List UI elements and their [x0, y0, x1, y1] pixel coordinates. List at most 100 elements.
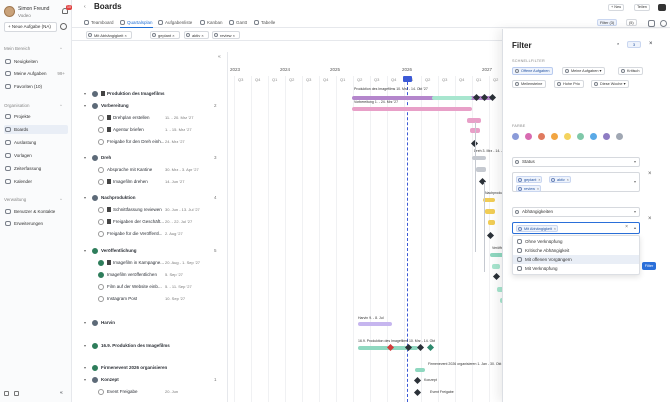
section-mein-bereich[interactable]: Mein Bereich ^	[4, 46, 62, 51]
filter-chip-review[interactable]: review ×	[212, 31, 241, 39]
status-tag-aktiv[interactable]: aktiv ×	[549, 176, 571, 183]
task-status-checkbox[interactable]	[98, 231, 104, 237]
expand-chevron-icon[interactable]: ▾	[84, 155, 87, 160]
milestone-marker[interactable]	[426, 343, 435, 352]
task-status-checkbox[interactable]	[92, 248, 98, 254]
task-status-checkbox[interactable]	[98, 296, 104, 302]
task-status-checkbox[interactable]	[98, 179, 104, 185]
expand-chevron-icon[interactable]: ▾	[84, 377, 87, 382]
quickfilter-meilensteine[interactable]: Meilensteine	[512, 80, 547, 88]
task-row[interactable]: Freigabe für den Dreh einh... 24. Mrz '27	[72, 137, 227, 147]
gantt-bar-vorbereitung[interactable]	[352, 107, 472, 111]
color-swatch[interactable]	[551, 133, 558, 140]
new-task-button[interactable]: + Neue Aufgabe (NA)	[4, 22, 57, 32]
task-row[interactable]: Instagram Post 10. Sep '27	[72, 294, 227, 304]
expand-chevron-icon[interactable]: ▾	[84, 248, 87, 253]
color-swatch[interactable]	[577, 133, 584, 140]
filter-chip-geplant[interactable]: geplant ×	[150, 31, 180, 39]
gantt-bar-nachproduktion[interactable]	[483, 198, 495, 202]
tab-teamboard[interactable]: Teamboard	[84, 18, 114, 28]
user-profile[interactable]: Simon Freund Vodeo 10	[4, 5, 72, 21]
expand-chevron-icon[interactable]: ▾	[84, 195, 87, 200]
task-row[interactable]: Freigabe für die Veröffentl... 2. Aug '27	[72, 229, 227, 239]
quickfilter-diesewoche[interactable]: Diese Woche ▾	[591, 80, 630, 88]
sidebar-item-meine-aufgaben[interactable]: Meine Aufgaben 99+	[4, 69, 68, 78]
remove-dependency-filter-icon[interactable]: ×	[648, 216, 652, 222]
gantt-bar-schnittfassung[interactable]	[485, 209, 495, 214]
milestone-marker[interactable]	[416, 343, 425, 352]
milestone-event-freigabe[interactable]	[413, 388, 422, 397]
task-status-checkbox[interactable]	[92, 195, 98, 201]
chevron-up-icon[interactable]: ▴	[633, 225, 636, 230]
expand-chevron-icon[interactable]: ▾	[84, 320, 87, 325]
gantt-bar-kantine[interactable]	[476, 167, 486, 172]
settings-icon[interactable]	[4, 391, 9, 396]
sidebar-item-benutzer[interactable]: Benutzer & Kontakte	[4, 207, 68, 216]
gantt-divider[interactable]	[227, 52, 228, 402]
task-status-checkbox[interactable]	[98, 260, 104, 266]
task-row[interactable]: Schnittfassung reviewen 30. Jun - 13. Jul…	[72, 205, 227, 215]
gantt-bar-dreh[interactable]	[472, 156, 486, 160]
sidebar-item-erweiterungen[interactable]: Erweiterungen	[4, 219, 68, 228]
task-status-checkbox[interactable]	[92, 155, 98, 161]
task-status-checkbox[interactable]	[92, 103, 98, 109]
clear-icon[interactable]: ×	[625, 224, 628, 230]
status-tag-review[interactable]: review ×	[516, 185, 541, 192]
task-group-row[interactable]: ▾ Veröffentlichung 5	[72, 246, 227, 256]
task-group-row[interactable]: ▾ Vorbereitung 2	[72, 101, 227, 111]
tag-remove-icon[interactable]: ×	[553, 227, 556, 231]
quickfilter-meine[interactable]: Meine Aufgaben ▾	[562, 67, 606, 75]
task-status-checkbox[interactable]	[98, 389, 104, 395]
task-group-row[interactable]: ▾ 16.9. Produktion des Imagefilms	[72, 341, 227, 351]
sidebar-item-kalender[interactable]: Kalender	[4, 177, 68, 186]
gantt-bar-kampagne[interactable]	[492, 264, 500, 269]
back-icon[interactable]: ‹	[84, 4, 86, 10]
sidebar-item-projekte[interactable]: Projekte	[4, 112, 68, 121]
view-count-button[interactable]: (5)	[626, 19, 637, 26]
expand-chevron-icon[interactable]: ▾	[84, 365, 87, 370]
task-status-checkbox[interactable]	[92, 377, 98, 383]
task-status-checkbox[interactable]	[98, 115, 104, 121]
status-tag-geplant[interactable]: geplant ×	[516, 176, 543, 183]
grid-icon[interactable]	[14, 391, 19, 396]
task-row[interactable]: Film auf der Website einb... 5. - 11. Sep…	[72, 282, 227, 292]
task-row[interactable]: Agentur briefen 1. - 15. Mrz '27	[72, 125, 227, 135]
status-select[interactable]: Status ▾	[512, 157, 640, 167]
sidebar-item-neuigkeiten[interactable]: Neuigkeiten	[4, 57, 68, 66]
bell-icon[interactable]	[62, 8, 68, 14]
task-row[interactable]: Absprache mit Kantine 30. Mrz - 3. Apr '2…	[72, 165, 227, 175]
new-button[interactable]: + Neu	[608, 4, 625, 11]
gantt-bar-firmenevent[interactable]	[415, 368, 425, 372]
task-row[interactable]: Freigaben der Geschäft... 20. - 22. Jul '…	[72, 217, 227, 227]
gantt-bar-harvin[interactable]	[358, 322, 392, 326]
color-swatch[interactable]	[616, 133, 623, 140]
gantt-bar-freigaben-gf[interactable]	[488, 220, 495, 225]
search-icon[interactable]	[60, 23, 67, 30]
filter-toggle-button[interactable]: Filter (3)	[597, 19, 618, 26]
tab-aufgabenliste[interactable]: Aufgabenliste	[158, 18, 192, 28]
remove-status-filter-icon[interactable]: ×	[648, 171, 652, 177]
color-swatch[interactable]	[512, 133, 519, 140]
status-tags-box[interactable]: geplant × aktiv × review × ▾	[512, 172, 640, 192]
sidebar-item-favoriten[interactable]: Favoriten (10)	[4, 82, 68, 91]
color-swatch[interactable]	[590, 133, 597, 140]
task-status-checkbox[interactable]	[98, 272, 104, 278]
expand-chevron-icon[interactable]: ▾	[84, 91, 87, 96]
dropdown-option-ohne[interactable]: Ohne Verknüpfung	[513, 237, 639, 246]
color-swatch[interactable]	[603, 133, 610, 140]
dependency-tag[interactable]: Mit Abhängigkeit ×	[516, 225, 558, 232]
quickfilter-hoheprio[interactable]: Hohe Prio	[554, 80, 584, 88]
tab-quartalsplan[interactable]: Quartalsplan	[120, 18, 153, 28]
task-group-row[interactable]: ▾ Konzept 1	[72, 375, 227, 385]
gantt-bar-drehplan[interactable]	[467, 118, 481, 123]
expand-chevron-icon[interactable]: ▾	[84, 343, 87, 348]
task-status-checkbox[interactable]	[98, 284, 104, 290]
task-status-checkbox[interactable]	[98, 219, 104, 225]
color-swatch[interactable]	[525, 133, 532, 140]
task-status-checkbox[interactable]	[92, 320, 98, 326]
task-row[interactable]: Imagefilm drehen 14. Jun '27	[72, 177, 227, 187]
milestone-konzept[interactable]	[413, 376, 422, 385]
apply-filter-button[interactable]: Filter	[642, 262, 656, 270]
gantt-bar-veroeffentlichung[interactable]	[490, 253, 504, 257]
task-row[interactable]: Event Freigabe 20. Jun	[72, 387, 227, 397]
